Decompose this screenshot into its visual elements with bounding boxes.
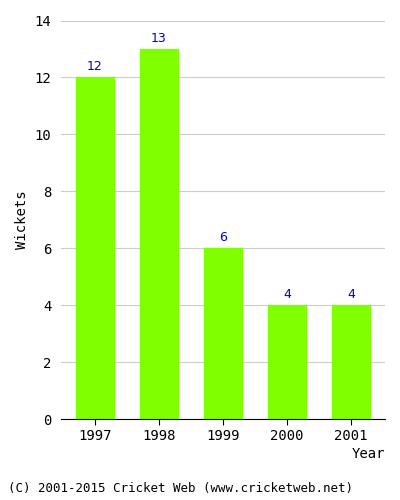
Text: 4: 4 (347, 288, 355, 301)
Bar (76, 78, 114, 419)
Bar (204, 248, 242, 419)
Bar (140, 49, 178, 419)
Text: 12: 12 (87, 60, 103, 73)
Text: 4: 4 (283, 288, 291, 301)
Text: (C) 2001-2015 Cricket Web (www.cricketweb.net): (C) 2001-2015 Cricket Web (www.cricketwe… (8, 482, 353, 495)
Bar (268, 305, 306, 419)
Bar (332, 305, 370, 419)
Text: 13: 13 (151, 32, 167, 44)
Text: 6: 6 (219, 231, 227, 244)
Y-axis label: Wickets: Wickets (15, 190, 29, 249)
Text: Year: Year (352, 447, 385, 461)
